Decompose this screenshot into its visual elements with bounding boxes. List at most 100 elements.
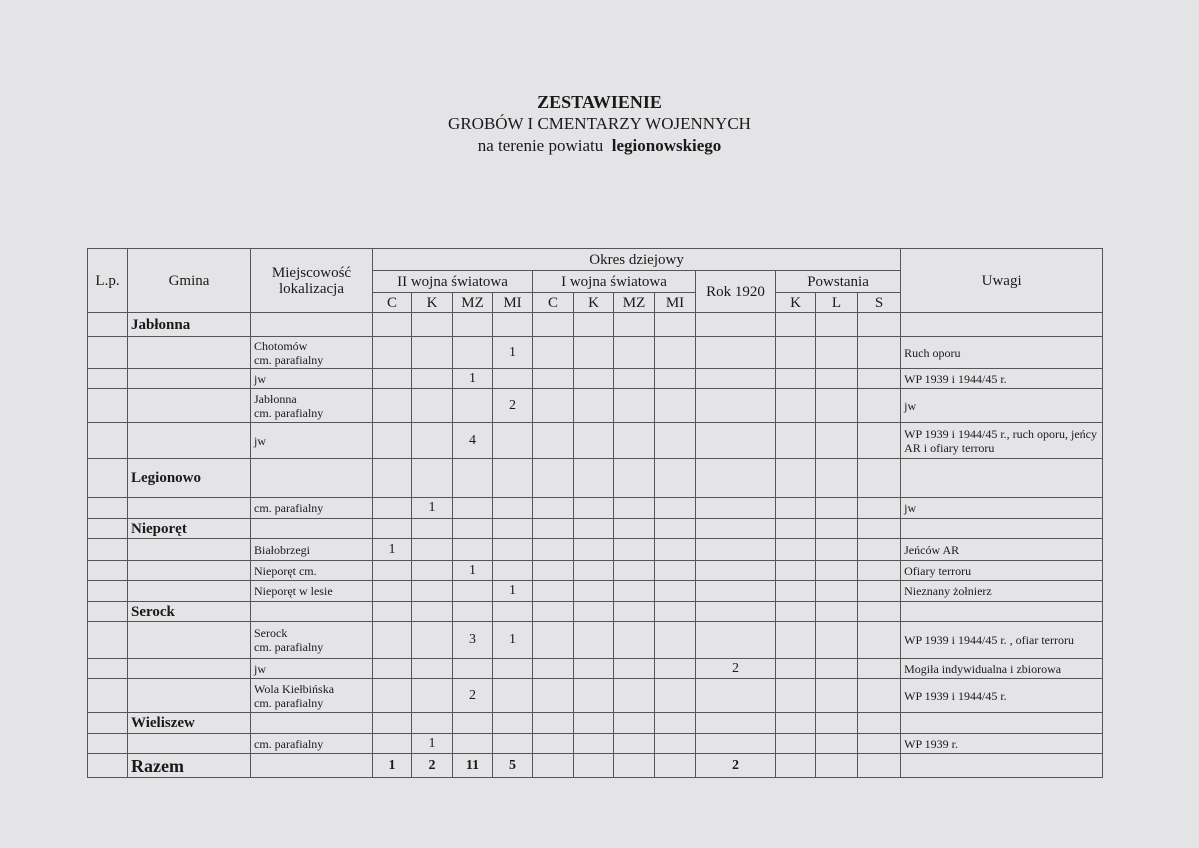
cell-count (815, 733, 858, 754)
cell-count (372, 658, 412, 679)
cell-miejscowosc: Nieporęt w lesie (250, 580, 373, 602)
cell-empty (775, 712, 816, 734)
cell-total-value: 2 (695, 753, 776, 778)
header-ww2-k: K (411, 292, 453, 313)
cell-count (695, 422, 776, 459)
header-gmina: Gmina (127, 248, 251, 313)
table-body: Jabłonna Chotomów cm. parafialny 1 Ruch opo… (87, 312, 1104, 778)
cell-count (532, 368, 574, 389)
region-name: legionowskiego (611, 136, 722, 155)
cell-gmina (127, 422, 251, 459)
cell-count (573, 560, 614, 581)
cell-count (452, 538, 493, 561)
gmina-row: Jabłonna (87, 312, 1104, 337)
cell-count (815, 560, 858, 581)
header-ww2-mz: MZ (452, 292, 493, 313)
cell-count (573, 388, 614, 423)
cell-count (815, 368, 858, 389)
cell-total-value (654, 753, 696, 778)
header-uwagi: Uwagi (900, 248, 1104, 313)
cell-empty (856, 601, 902, 622)
cell-total-label: Razem (127, 753, 251, 778)
table-header: L.p. Gmina Miejscowość lokalizacja Okres… (87, 248, 1104, 313)
cell-empty (452, 518, 493, 539)
cell-empty (613, 458, 655, 498)
cell-empty (856, 712, 902, 734)
cell-empty (775, 458, 816, 498)
cell-uwagi (900, 753, 1104, 778)
cell-empty (492, 712, 533, 734)
cell-uwagi: WP 1939 r. (900, 733, 1104, 754)
cell-uwagi: Nieznany żołnierz (900, 580, 1104, 602)
cell-empty (654, 458, 696, 498)
region-prefix: na terenie powiatu (477, 136, 604, 155)
cell-count (411, 658, 453, 679)
cell-count (613, 560, 655, 581)
cell-count (695, 538, 776, 561)
cell-empty (492, 312, 533, 337)
cell-count (372, 336, 412, 369)
cell-count (492, 368, 533, 389)
header-powstania-s: S (856, 292, 902, 313)
cell-count: 1 (492, 580, 533, 602)
cell-count (815, 621, 858, 659)
cell-count (815, 678, 858, 713)
table-row: Wola Kiełbińska cm. parafialny 2 WP 1939 i… (87, 678, 1104, 713)
cell-count: 2 (492, 388, 533, 423)
cell-count (532, 497, 574, 519)
cell-count (372, 621, 412, 659)
cell-empty (492, 518, 533, 539)
cell-count (532, 560, 574, 581)
cell-count (372, 497, 412, 519)
gmina-row: Nieporęt (87, 518, 1104, 539)
table-row: cm. parafialny 1 WP 1939 r. (87, 733, 1104, 754)
cell-count (613, 621, 655, 659)
cell-count (452, 336, 493, 369)
cell-lp (87, 518, 128, 539)
cell-gmina (127, 368, 251, 389)
cell-miejscowosc: Serock cm. parafialny (250, 621, 373, 659)
cell-empty (654, 601, 696, 622)
cell-count (695, 621, 776, 659)
cell-count (775, 368, 816, 389)
cell-miejscowosc: Chotomów cm. parafialny (250, 336, 373, 369)
cell-empty (250, 601, 373, 622)
header-ww1-k: K (573, 292, 614, 313)
cell-lp (87, 621, 128, 659)
document-title: ZESTAWIENIE (537, 92, 662, 112)
cell-count (532, 422, 574, 459)
cell-count (532, 580, 574, 602)
table-row: Białobrzegi 1 Jeńców AR (87, 538, 1104, 561)
cell-count (492, 560, 533, 581)
cell-count (654, 388, 696, 423)
cell-count (573, 538, 614, 561)
cell-empty (900, 458, 1104, 498)
total-row: Razem 1 2 11 5 2 (87, 753, 1104, 778)
cell-empty (900, 712, 1104, 734)
cell-uwagi: WP 1939 i 1944/45 r. (900, 678, 1104, 713)
cell-count (372, 678, 412, 713)
cell-count (411, 538, 453, 561)
cell-empty (411, 601, 453, 622)
cell-uwagi: Ofiary terroru (900, 560, 1104, 581)
cell-gmina (127, 621, 251, 659)
cell-count (815, 336, 858, 369)
cell-count (452, 658, 493, 679)
cell-gmina (127, 388, 251, 423)
cell-empty (613, 312, 655, 337)
cell-lp (87, 678, 128, 713)
cell-count (695, 678, 776, 713)
cell-count (452, 580, 493, 602)
cell-count (815, 388, 858, 423)
cell-lp (87, 388, 128, 423)
cell-empty (815, 601, 858, 622)
header-miejscowosc: Miejscowość lokalizacja (250, 248, 373, 313)
cell-count (856, 422, 902, 459)
cell-count (775, 678, 816, 713)
cell-count (573, 368, 614, 389)
cell-empty (775, 601, 816, 622)
cell-count (654, 336, 696, 369)
cell-count (372, 580, 412, 602)
header-okres: Okres dziejowy (371, 248, 902, 271)
cell-count (452, 733, 493, 754)
